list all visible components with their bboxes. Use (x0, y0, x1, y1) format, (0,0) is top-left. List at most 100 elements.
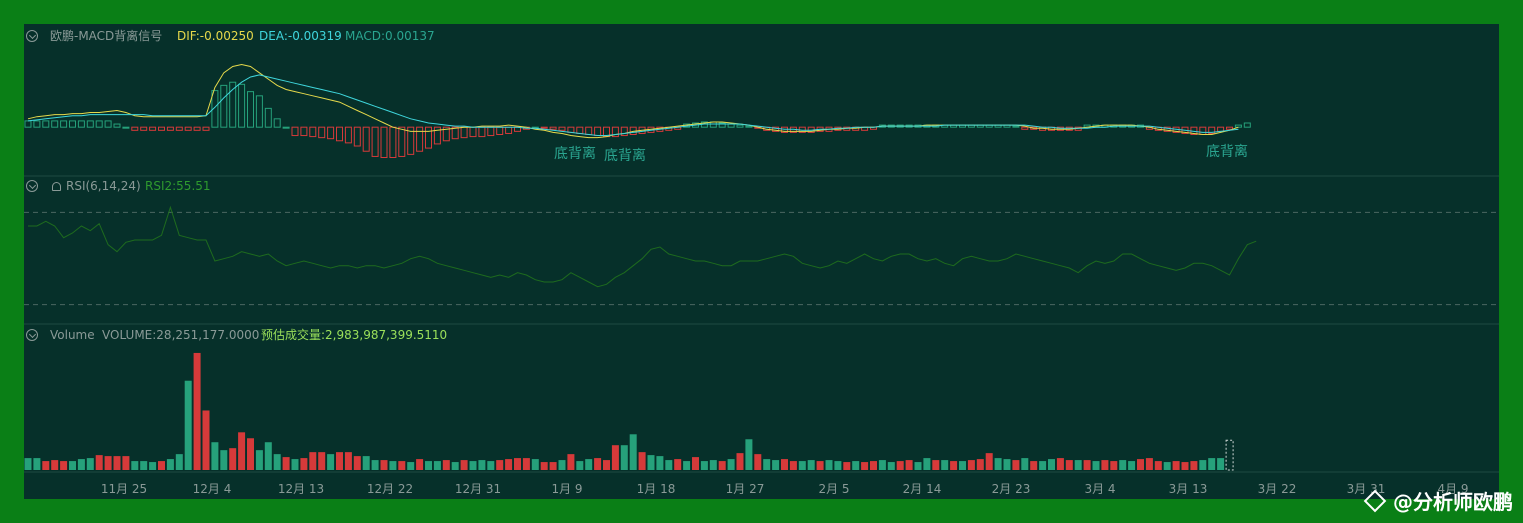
volume-bar (656, 456, 664, 470)
volume-bar (433, 461, 441, 470)
volume-bar (549, 462, 557, 470)
volume-bar (1181, 462, 1189, 470)
volume-bar (665, 460, 673, 470)
macd-indicator-name[interactable]: 欧鹏-MACD背离信号 (50, 29, 163, 43)
divergence-label-2: 底背离 (604, 148, 646, 164)
volume-bar (309, 452, 317, 470)
macd-histogram-bar (318, 126, 326, 139)
volume-bar (327, 454, 335, 470)
volume-bar (1048, 459, 1055, 470)
volume-bar (861, 462, 869, 470)
volume-bar (692, 457, 699, 470)
macd-histogram-bar (122, 126, 130, 129)
macd-histogram-bar (77, 120, 85, 128)
volume-bar (1137, 459, 1144, 470)
rsi-line (28, 205, 1257, 288)
macd-histogram-bar (220, 84, 228, 128)
watermark: @分析师欧鹏 (1363, 486, 1513, 515)
macd-histogram-bar (247, 91, 254, 128)
volume-bar (807, 460, 815, 470)
x-tick-label: 2月 14 (902, 482, 942, 496)
volume-bar (273, 454, 281, 470)
macd-histogram-bar (745, 125, 753, 128)
macd-histogram-bar (407, 126, 415, 155)
x-tick-label: 3月 13 (1168, 482, 1208, 496)
volume-bar (638, 452, 646, 470)
volume-bar (60, 461, 68, 470)
macd-histogram-bar (362, 126, 370, 152)
macd-histogram-bar (425, 126, 432, 149)
macd-histogram-bar (184, 126, 192, 131)
macd-histogram-bar (1234, 124, 1242, 128)
macd-histogram-bar (1226, 126, 1233, 130)
chart-canvas[interactable] (24, 24, 1499, 499)
volume-bar (896, 461, 904, 470)
volume-bar (344, 452, 352, 470)
macd-histogram-bar (1056, 126, 1064, 131)
volume-bar (416, 459, 424, 470)
x-tick-label: 11月 25 (100, 482, 148, 496)
volume-bar (1199, 460, 1207, 470)
watermark-text: @分析师欧鹏 (1393, 490, 1513, 514)
volume-collapse-icon[interactable] (26, 329, 38, 341)
macd-histogram-bar (718, 122, 726, 128)
volume-bar (620, 445, 628, 470)
macd-histogram-bar (69, 120, 76, 128)
divergence-label-1: 底背离 (554, 146, 596, 162)
rsi-indicator-name[interactable]: RSI(6,14,24) (66, 179, 141, 193)
volume-bar (923, 458, 931, 470)
macd-histogram-bar (558, 126, 566, 131)
x-tick-label: 12月 13 (277, 482, 325, 496)
volume-bar (1003, 459, 1011, 470)
volume-indicator-name[interactable]: Volume (50, 328, 95, 342)
volume-bar (1065, 460, 1073, 470)
macd-histogram-bar (336, 126, 343, 142)
macd-histogram-bar (158, 126, 165, 131)
volume-bar (700, 461, 708, 470)
volume-bar (505, 459, 513, 470)
volume-bar (469, 461, 477, 470)
volume-bar (175, 454, 183, 470)
volume-bar (291, 459, 299, 470)
macd-histogram-bar (95, 120, 103, 128)
volume-bar (140, 461, 148, 470)
volume-bar (1119, 460, 1127, 470)
volume-bar (1163, 462, 1171, 470)
volume-bar (104, 456, 112, 470)
macd-histogram-bar (1021, 126, 1029, 130)
volume-bar (122, 456, 130, 470)
volume-bar (24, 458, 32, 470)
volume-bar (674, 459, 682, 470)
macd-histogram-bar (1012, 125, 1020, 128)
volume-bar (834, 461, 842, 470)
macd-histogram-bar (451, 126, 459, 140)
volume-bar (558, 460, 566, 470)
volume-bar (522, 458, 530, 470)
volume-bar (852, 461, 860, 470)
macd-histogram-bar (60, 120, 68, 128)
macd-histogram-bar (469, 126, 477, 138)
dea-line (27, 74, 1239, 136)
macd-histogram-bar (1163, 126, 1171, 132)
x-tick-label: 1月 18 (636, 482, 676, 496)
macd-histogram-bar (772, 126, 780, 132)
macd-collapse-icon[interactable] (26, 30, 38, 42)
chart-area[interactable]: 欧鹏-MACD背离信号 DIF:-0.00250 DEA:-0.00319 MA… (24, 24, 1499, 499)
volume-bar (86, 458, 94, 470)
volume-bar (184, 380, 192, 470)
volume-bar (389, 461, 397, 470)
macd-histogram-bar (86, 120, 94, 128)
volume-bar (353, 456, 361, 470)
volume-bar (1190, 461, 1198, 470)
volume-bar (211, 442, 219, 470)
volume-bar (255, 450, 263, 470)
macd-histogram-bar (433, 126, 441, 145)
macd-histogram-bar (487, 126, 495, 137)
x-tick-label: 1月 9 (551, 482, 583, 496)
macd-histogram-bar (42, 120, 50, 128)
macd-histogram-bar (327, 126, 335, 140)
volume-bar (51, 460, 59, 470)
rsi-collapse-icon[interactable] (26, 180, 38, 192)
macd-histogram-bar (1199, 126, 1207, 135)
bell-alert-icon[interactable] (52, 182, 61, 191)
